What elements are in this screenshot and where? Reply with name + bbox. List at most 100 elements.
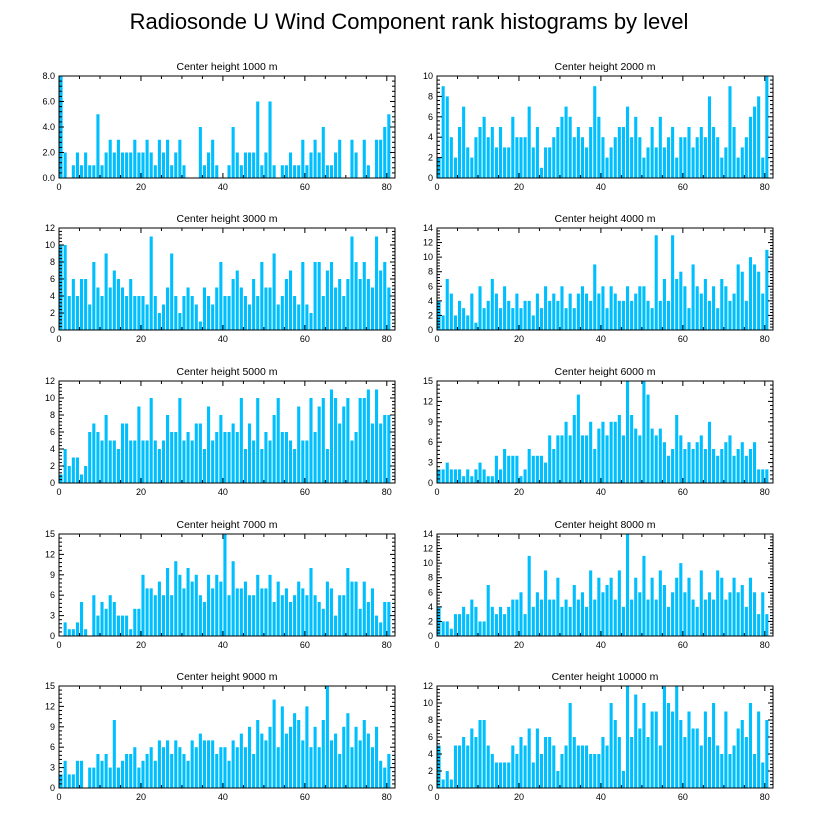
y-tick-label: 0 (428, 783, 433, 793)
histogram-bar (170, 754, 174, 788)
histogram-bar (589, 754, 593, 788)
histogram-bar (572, 137, 576, 178)
histogram-bar (92, 767, 96, 788)
histogram-bar (280, 432, 284, 483)
histogram-bar (671, 592, 675, 636)
histogram-bar (568, 703, 572, 788)
histogram-bar (605, 745, 609, 788)
histogram-bar (79, 165, 84, 178)
histogram-bar (125, 152, 129, 178)
histogram-bar (478, 462, 482, 483)
histogram-bar (732, 293, 736, 330)
histogram-bar (305, 165, 309, 178)
histogram-bar (453, 157, 457, 178)
histogram-bar (724, 442, 728, 483)
histogram-bar (149, 152, 153, 178)
histogram-bar (658, 570, 662, 636)
panel-title: Center height 10000 m (552, 671, 659, 683)
histogram-bar (141, 296, 145, 330)
y-tick-label: 6 (428, 587, 433, 597)
histogram-bar (375, 389, 379, 483)
histogram-bar (235, 747, 239, 788)
histogram-bar (317, 747, 321, 788)
histogram-bar (219, 581, 223, 636)
histogram-bar (366, 165, 370, 178)
histogram-bar (104, 253, 108, 330)
histogram-bar (63, 245, 67, 330)
histogram-bar (243, 152, 247, 178)
histogram-bar (658, 116, 662, 178)
histogram-bar (198, 127, 202, 178)
histogram-bar (342, 296, 346, 330)
histogram-bar (211, 740, 215, 788)
histogram-bar (560, 116, 564, 178)
histogram-bar (239, 733, 243, 788)
x-tick-label: 80 (382, 487, 392, 497)
histogram-bar (679, 720, 683, 788)
histogram-bar (486, 476, 490, 483)
histogram-bar (379, 270, 383, 330)
histogram-bar (116, 767, 120, 788)
histogram-bar (638, 435, 642, 483)
histogram-bar (728, 592, 732, 636)
histogram-bar (63, 152, 67, 178)
histogram-bar (728, 435, 732, 483)
histogram-bar (129, 152, 133, 178)
histogram-bar (247, 152, 252, 178)
y-tick-label: 6 (50, 274, 55, 284)
y-tick-label: 6 (50, 427, 55, 437)
histogram-bar (362, 720, 366, 788)
histogram-bar (679, 271, 683, 330)
histogram-bar (535, 127, 539, 178)
histogram-bar (564, 745, 568, 788)
y-tick-label: 2 (428, 310, 433, 320)
histogram-bar (728, 300, 732, 330)
histogram-bar (366, 279, 370, 330)
histogram-bar (166, 568, 170, 636)
histogram-bar (329, 262, 334, 330)
histogram-bar (79, 602, 84, 636)
histogram-bar (96, 615, 100, 636)
histogram-bar (666, 137, 671, 178)
histogram-bar (601, 737, 605, 788)
histogram-bar (79, 474, 84, 483)
histogram-bar (720, 279, 724, 330)
panel-title: Center height 8000 m (555, 519, 656, 531)
histogram-bar (593, 264, 597, 330)
x-tick-label: 20 (514, 640, 524, 650)
histogram-bar (593, 86, 597, 178)
histogram-bar (264, 588, 268, 636)
histogram-bar (247, 595, 252, 636)
x-tick-label: 60 (678, 792, 688, 802)
histogram-bar (552, 745, 556, 788)
histogram-bar (437, 469, 441, 483)
histogram-bar (370, 287, 375, 330)
histogram-bar (157, 581, 161, 636)
histogram-bar (621, 300, 625, 330)
histogram-bar (732, 127, 736, 178)
histogram-bar (490, 127, 494, 178)
y-tick-label: 2 (50, 308, 55, 318)
x-tick-label: 40 (596, 640, 606, 650)
histogram-bar (523, 745, 527, 788)
histogram-bar (691, 599, 695, 636)
histogram-bar (630, 415, 634, 483)
histogram-bar (503, 286, 507, 330)
histogram-bar (650, 428, 654, 483)
histogram-bar (178, 574, 182, 636)
histogram-bar (108, 595, 112, 636)
histogram-bar (239, 287, 243, 330)
histogram-bar (280, 165, 284, 178)
histogram-bar (92, 595, 96, 636)
histogram-bar (535, 728, 539, 788)
histogram-bar (753, 592, 757, 636)
histogram-bar (288, 440, 293, 483)
y-tick-label: 0 (50, 783, 55, 793)
histogram-bar (239, 588, 243, 636)
histogram-bar (149, 398, 153, 483)
histogram-bar (462, 737, 466, 788)
histogram-bar (539, 167, 544, 178)
histogram-bar (67, 466, 71, 483)
histogram-bar (466, 147, 470, 178)
histogram-bar (441, 86, 445, 178)
